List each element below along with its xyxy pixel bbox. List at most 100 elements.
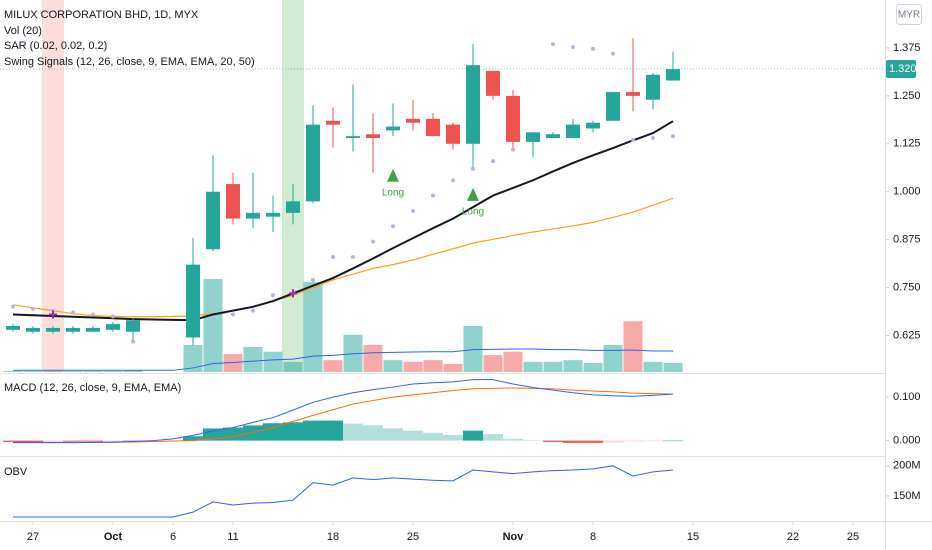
candle-body [26, 327, 40, 332]
macd-histogram-bar [83, 440, 103, 442]
volume-bar [503, 351, 523, 372]
currency-box[interactable] [896, 4, 922, 25]
indicator-label: SAR (0.02, 0.02, 0.2) [4, 40, 107, 52]
sar-dot [91, 312, 95, 317]
candle-body [46, 327, 60, 332]
y-tick-label: 0.875 [893, 234, 921, 246]
macd-histogram-bar [203, 428, 223, 441]
candle-body [66, 327, 80, 332]
candle-body [186, 264, 200, 338]
volume-bar [203, 279, 223, 372]
x-tick-label: Oct [104, 531, 123, 543]
last-price-label: 1.320 [889, 63, 917, 75]
y-tick-label: 0.625 [893, 329, 921, 341]
y-tick-label: 1.250 [893, 90, 921, 102]
y-tick-label: 200M [893, 460, 921, 472]
x-tick-label: 27 [27, 531, 39, 543]
volume-bar [443, 363, 463, 372]
macd-histogram-bar [583, 440, 603, 443]
marks: Long Long 0.625 0.750 0.875 1.000 1.125 1.250 1.… [0, 0, 921, 543]
candle-body [406, 118, 420, 123]
volume-bar [583, 362, 603, 372]
candle-body [646, 74, 660, 100]
macd-histogram-bar [663, 440, 683, 442]
y-tick-label: 0.000 [893, 435, 921, 447]
macd-histogram-bar [603, 440, 623, 443]
volume-bar [663, 362, 683, 372]
macd-histogram-bar [483, 434, 503, 441]
candle-body [666, 69, 680, 81]
macd-histogram-bar [343, 423, 363, 441]
volume-bar [643, 361, 663, 372]
candle-body [506, 95, 520, 142]
legend: MILUX CORPORATION BHD, 1D, MYX Vol (20) … [4, 9, 255, 478]
volume-bar [103, 370, 123, 372]
sar-dot [71, 310, 75, 315]
x-tick-label: Nov [503, 531, 525, 543]
sar-dot [231, 312, 235, 317]
y-tick-label: 1.000 [893, 186, 921, 198]
macd-histogram-bar [563, 440, 583, 443]
macd-histogram-bar [423, 432, 443, 441]
volume-bar [383, 360, 403, 372]
last-price-box [886, 60, 916, 79]
volume-bar [243, 346, 263, 372]
x-tick-label: 6 [170, 531, 176, 543]
x-tick-label: 18 [327, 531, 339, 543]
candle-body [106, 324, 120, 330]
sar-dot [511, 147, 515, 152]
candle-body [306, 124, 320, 202]
volume-bar [403, 361, 423, 372]
macd-histogram-bar [303, 420, 323, 441]
x-tick-label: 25 [847, 531, 859, 543]
macd-histogram-bar [283, 422, 303, 441]
volume-bar [603, 344, 623, 372]
macd-line [13, 379, 674, 443]
candle-body [466, 65, 480, 144]
obv-line [13, 465, 674, 518]
candle-body [546, 134, 560, 139]
candle-body [626, 92, 640, 96]
macd-histogram-bar [623, 440, 643, 442]
sar-dot [571, 45, 575, 50]
macd-histogram-bar [523, 440, 543, 441]
candle-body [346, 136, 360, 139]
signal-triangle [467, 187, 479, 201]
sar-dot [31, 306, 35, 311]
ema-fast-line [12, 120, 674, 322]
macd-histogram-bar [503, 438, 523, 441]
sar-dot [551, 42, 555, 47]
macd-histogram-bar [463, 430, 483, 441]
volume-bar [323, 360, 343, 372]
swing-cross [49, 310, 57, 319]
macd-histogram-bar [243, 425, 263, 441]
sar-dot [271, 293, 275, 298]
sar-dot [251, 308, 255, 313]
candle-body [6, 325, 20, 330]
volume-ma-line [13, 348, 673, 371]
highlight-band [42, 0, 64, 372]
signal-label: Long [462, 207, 484, 218]
volume-bar [43, 370, 63, 372]
sar-dot [471, 166, 475, 171]
volume-bar [263, 351, 283, 372]
y-tick-label: 150M [893, 490, 921, 502]
candle-body [246, 212, 260, 219]
macd-histogram-bar [543, 440, 563, 442]
macd-histogram-bar [23, 440, 43, 442]
volume-bar [363, 344, 383, 372]
volume-bar [283, 361, 303, 372]
macd-histogram-bar [323, 420, 343, 441]
chart-title: MILUX CORPORATION BHD, 1D, MYX [4, 9, 199, 21]
candle-body [386, 126, 400, 131]
pane-title: MACD (12, 26, close, 9, EMA, EMA) [4, 382, 181, 394]
indicator-label: Vol (20) [4, 25, 42, 37]
macd-histogram-bar [3, 440, 23, 442]
x-tick-label: 11 [227, 531, 238, 543]
macd-histogram-bar [103, 440, 123, 442]
volume-bar [63, 370, 83, 372]
sar-dot [371, 239, 375, 244]
volume-bar [483, 355, 503, 372]
